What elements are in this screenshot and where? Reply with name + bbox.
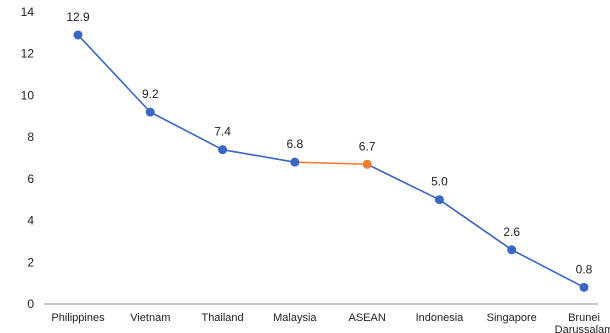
x-tick-label: Singapore: [487, 312, 537, 324]
data-label: 12.9: [66, 10, 90, 24]
y-tick-label: 6: [27, 172, 34, 186]
data-label: 9.2: [142, 87, 159, 101]
y-tick-label: 12: [21, 47, 35, 61]
data-point: [73, 30, 83, 40]
series-line-segment: [511, 249, 585, 289]
data-point: [434, 195, 444, 205]
series-lines: [77, 34, 585, 289]
y-axis: 0 2 4 6 8 10 12 14: [21, 5, 35, 311]
x-tick-label: Malaysia: [273, 312, 317, 324]
x-axis: Philippines Vietnam Thailand Malaysia ASEAN I…: [44, 303, 610, 333]
data-labels: 12.9 9.2 7.4 6.8 6.7 5.0 2.6 0.8: [66, 10, 592, 276]
data-label: 7.4: [214, 125, 231, 139]
data-point: [507, 245, 517, 255]
data-label: 5.0: [431, 175, 448, 189]
series-line-segment: [149, 111, 223, 151]
series-points: [73, 30, 589, 292]
series-line-segment: [366, 163, 440, 201]
data-label: 6.7: [359, 139, 376, 153]
data-point: [145, 107, 155, 117]
y-tick-label: 2: [27, 255, 34, 269]
y-tick-label: 0: [27, 297, 34, 311]
x-tick-label: Indonesia: [416, 312, 465, 324]
series-line-segment: [294, 161, 368, 166]
x-tick-label: Vietnam: [130, 312, 170, 324]
x-tick-label: Philippines: [51, 312, 105, 324]
y-tick-label: 14: [21, 5, 35, 19]
series-line-segment: [438, 199, 513, 251]
y-tick-label: 10: [21, 88, 35, 102]
x-tick-label: ASEAN: [348, 312, 385, 324]
x-tick-label: Thailand: [201, 312, 243, 324]
series-line-segment: [77, 34, 151, 113]
x-tick-label: Brunei Darussalam: [555, 312, 610, 333]
data-point: [579, 282, 589, 292]
data-point: [290, 157, 300, 167]
data-point: [362, 159, 372, 169]
y-tick-label: 8: [27, 130, 34, 144]
series-line-segment: [222, 148, 295, 163]
data-label: 0.8: [576, 262, 593, 276]
data-label: 6.8: [287, 137, 304, 151]
data-point: [218, 145, 228, 155]
data-label: 2.6: [503, 225, 520, 239]
y-tick-label: 4: [27, 214, 34, 228]
